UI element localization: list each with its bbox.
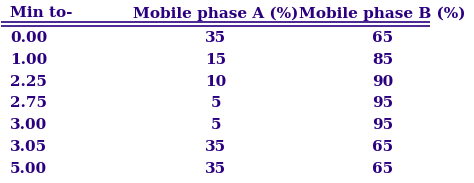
Text: Mobile phase B (%): Mobile phase B (%) <box>300 6 466 20</box>
Text: 35: 35 <box>205 31 226 45</box>
Text: 65: 65 <box>372 31 393 45</box>
Text: 0.00: 0.00 <box>10 31 47 45</box>
Text: Min to-: Min to- <box>10 6 73 20</box>
Text: 90: 90 <box>372 75 393 89</box>
Text: 5: 5 <box>210 96 221 111</box>
Text: 2.25: 2.25 <box>10 75 47 89</box>
Text: 2.75: 2.75 <box>10 96 47 111</box>
Text: 1.00: 1.00 <box>10 53 47 67</box>
Text: 10: 10 <box>205 75 226 89</box>
Text: 35: 35 <box>205 140 226 154</box>
Text: 35: 35 <box>205 162 226 175</box>
Text: 5: 5 <box>210 118 221 132</box>
Text: 5.00: 5.00 <box>10 162 47 175</box>
Text: 15: 15 <box>205 53 226 67</box>
Text: 95: 95 <box>372 96 393 111</box>
Text: 3.00: 3.00 <box>10 118 47 132</box>
Text: 3.05: 3.05 <box>10 140 47 154</box>
Text: 85: 85 <box>372 53 393 67</box>
Text: 65: 65 <box>372 162 393 175</box>
Text: Mobile phase A (%): Mobile phase A (%) <box>133 6 298 20</box>
Text: 95: 95 <box>372 118 393 132</box>
Text: 65: 65 <box>372 140 393 154</box>
